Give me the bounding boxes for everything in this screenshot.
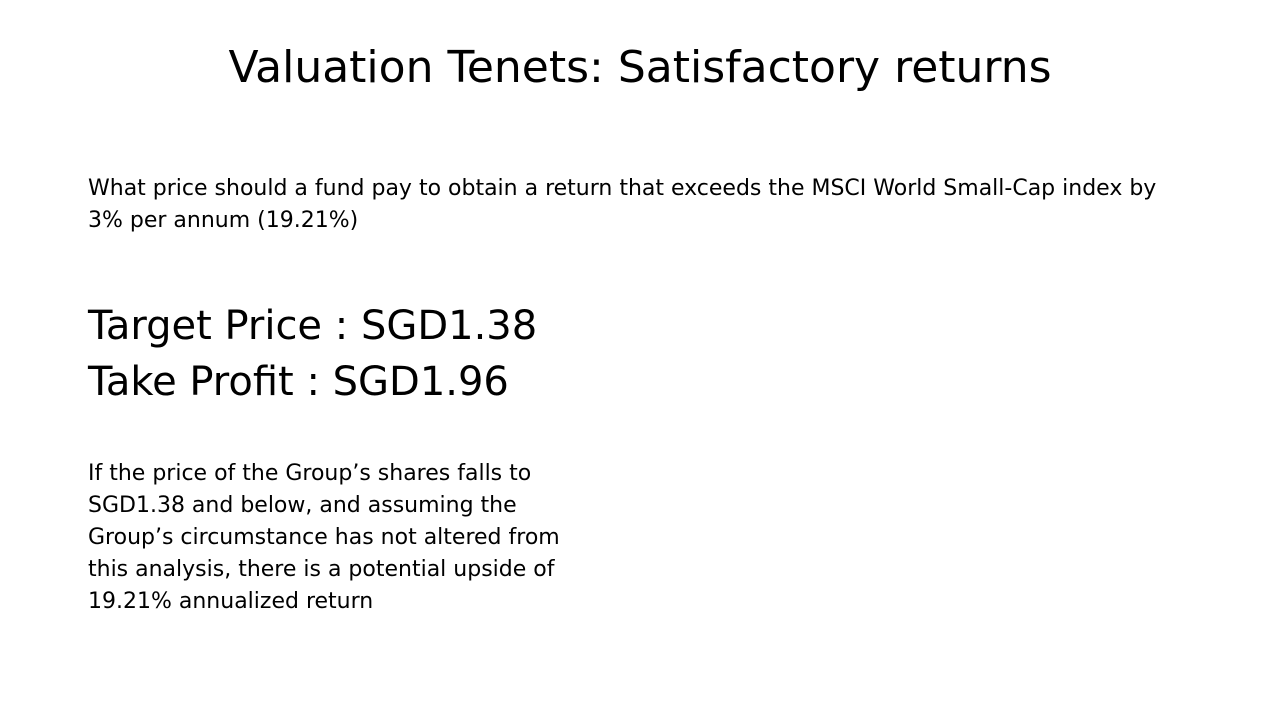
take-profit: Take Profit : SGD1.96 — [88, 359, 509, 405]
intro-question: What price should a fund pay to obtain a… — [88, 176, 1157, 233]
explanation-text: If the price of the Group’s shares falls… — [88, 461, 560, 614]
target-price: Target Price : SGD1.38 — [88, 303, 538, 349]
slide-title: Valuation Tenets: Satisfactory returns — [228, 42, 1052, 93]
price-targets: Target Price : SGD1.38 Take Profit : SGD… — [88, 298, 788, 410]
